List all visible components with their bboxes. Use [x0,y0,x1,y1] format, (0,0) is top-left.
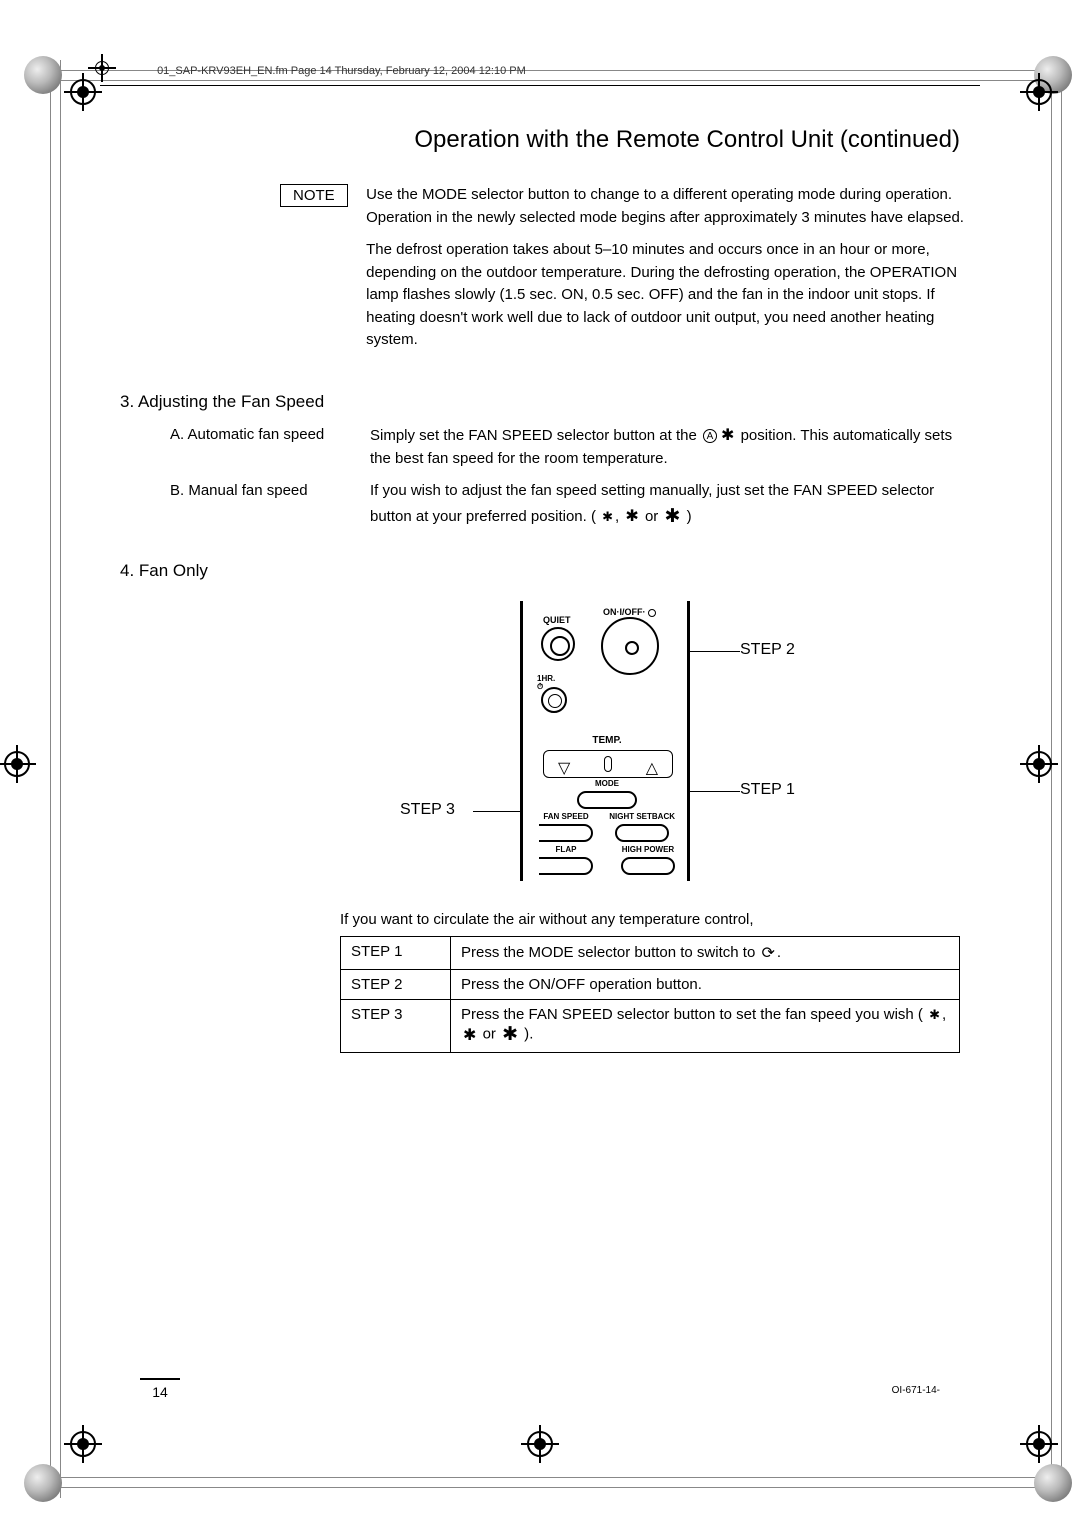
night-label: NIGHT SETBACK [609,812,675,821]
table-row: STEP 2 Press the ON/OFF operation button… [341,970,960,1000]
table-row: STEP 1 Press the MODE selector button to… [341,937,960,970]
quiet-button-icon [541,627,575,661]
section-heading: 3. Adjusting the Fan Speed [120,392,1000,412]
fan-icon: ✱ [721,424,734,448]
quiet-label: QUIET [543,615,571,625]
note-p2: The defrost operation takes about 5–10 m… [366,239,986,352]
crop-line [1061,60,1062,1498]
note-block: NOTE Use the MODE selector button to cha… [280,184,1000,362]
file-header: 01_SAP-KRV93EH_EN.fm Page 14 Thursday, F… [140,60,1000,77]
fanspeed-label: FAN SPEED [539,812,593,821]
register-target-icon [1026,751,1052,777]
temp-rocker-icon: ▽ △ [543,750,673,778]
fan-high-icon: ✱ [664,503,680,532]
note-text: Use the MODE selector button to change t… [366,184,986,362]
fan-high-icon: ✱ [502,1023,518,1046]
night-button-icon [615,824,669,842]
temp-control: TEMP. ▽ △ [543,735,671,783]
flap-button-icon [539,857,593,875]
fan-med-icon: ✱ [463,1025,476,1045]
subsection-text: If you wish to adjust the fan speed sett… [370,480,1000,531]
register-target-icon [95,61,109,75]
fan-low-icon: ✱ [929,1007,940,1023]
callout-line [690,651,740,652]
register-target-icon [1026,79,1052,105]
crop-line [1051,60,1052,1498]
mode-label: MODE [572,779,642,788]
callout-step3: STEP 3 [400,801,455,819]
subsection-label: B. Manual fan speed [170,480,370,531]
remote-control-icon: QUIET ON·I/OFF· 1HR.⏱ TEMP. ▽ △ [520,601,690,881]
mode-button-icon [577,791,637,809]
auto-icon: A [703,429,717,443]
subsection-label: A. Automatic fan speed [170,424,370,471]
note-p1: Use the MODE selector button to change t… [366,184,986,229]
remote-diagram: STEP 3 QUIET ON·I/OFF· 1HR.⏱ TEMP. ▽ △ [340,601,1000,901]
temp-label: TEMP. [543,735,671,746]
steps-table: STEP 1 Press the MODE selector button to… [340,936,960,1053]
note-label: NOTE [280,184,348,207]
step-cell: STEP 1 [341,937,451,970]
crop-line [40,1477,1070,1478]
table-row: STEP 3 Press the FAN SPEED selector butt… [341,1000,960,1053]
corner-ball-icon [24,56,62,94]
step-cell: STEP 2 [341,970,451,1000]
fan-med-icon: ✱ [625,505,638,529]
lower-buttons: MODE FAN SPEED NIGHT SETBACK [539,779,675,878]
file-header-text: 01_SAP-KRV93EH_EN.fm Page 14 Thursday, F… [157,65,526,77]
corner-ball-icon [24,1464,62,1502]
page-number: 14 [140,1378,180,1400]
timer-button-icon [541,687,567,713]
page-reference: OI-671-14- [892,1385,940,1396]
flap-label: FLAP [539,845,593,854]
circulate-icon: ⟳ [761,943,774,963]
register-target-icon [1026,1431,1052,1457]
step-text: Press the MODE selector button to switch… [451,937,960,970]
crop-line [50,60,51,1498]
register-target-icon [4,751,30,777]
onoff-button-icon [601,617,659,675]
fan-low-icon: ✱ [602,507,613,527]
horizontal-rule [100,85,980,86]
subsection-b: B. Manual fan speed If you wish to adjus… [170,480,1000,531]
section-heading: 4. Fan Only [120,561,1000,581]
callout-line [690,791,740,792]
highpower-label: HIGH POWER [621,845,675,854]
step-text: Press the FAN SPEED selector button to s… [451,1000,960,1053]
callout-step2: STEP 2 [740,641,795,659]
fan-only-caption: If you want to circulate the air without… [340,911,1000,928]
step-text: Press the ON/OFF operation button. [451,970,960,1000]
fanspeed-button-icon [539,824,593,842]
subsection-a: A. Automatic fan speed Simply set the FA… [170,424,1000,471]
callout-step1: STEP 1 [740,781,795,799]
subsection-text: Simply set the FAN SPEED selector button… [370,424,1000,471]
page-title: Operation with the Remote Control Unit (… [80,126,960,154]
crop-line [40,1487,1070,1488]
crop-line [60,60,61,1498]
step-cell: STEP 3 [341,1000,451,1053]
corner-ball-icon [1034,1464,1072,1502]
highpower-button-icon [621,857,675,875]
page-content: 01_SAP-KRV93EH_EN.fm Page 14 Thursday, F… [80,60,1000,1460]
callout-line [473,811,527,812]
onoff-label: ON·I/OFF· [603,607,656,617]
